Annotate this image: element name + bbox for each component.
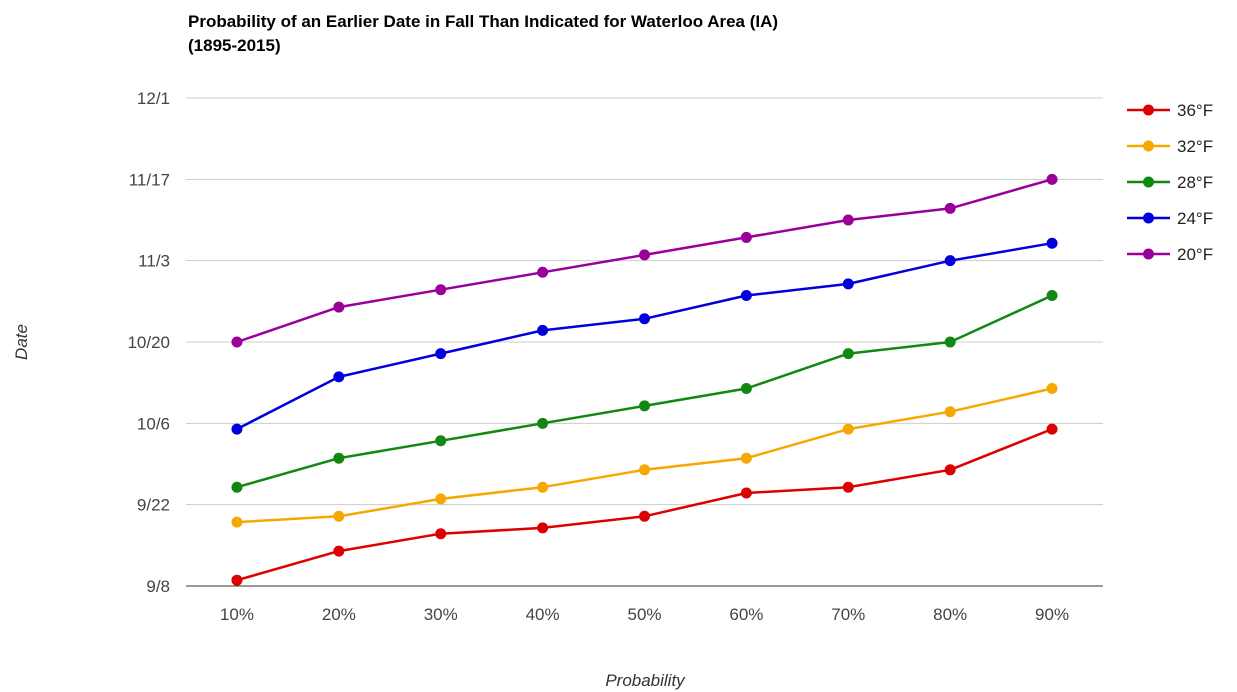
x-tick-label: 40% [526,605,560,624]
series-32F [231,382,1058,528]
legend-swatch-marker [1143,248,1154,260]
data-point-36F[interactable] [842,481,854,493]
legend-swatch-marker [1143,176,1154,188]
data-point-28F[interactable] [639,400,650,412]
x-tick-label: 50% [627,605,661,624]
data-point-36F[interactable] [333,545,345,557]
data-point-20F[interactable] [537,266,549,278]
data-point-24F[interactable] [435,348,447,360]
legend-swatch-marker [1143,212,1154,224]
data-point-20F[interactable] [639,249,650,261]
data-point-36F[interactable] [1046,423,1058,435]
x-axis-title: Probability [605,671,686,690]
data-point-28F[interactable] [740,382,752,394]
data-point-24F[interactable] [333,371,345,383]
x-tick-label: 10% [220,605,254,624]
x-axis-ticks: 10% 20% 30% 40% 50% 60% 70% 80% 90% [220,605,1069,624]
data-point-20F[interactable] [231,336,243,348]
data-point-32F[interactable] [740,452,752,464]
data-point-24F[interactable] [944,255,956,267]
data-point-24F[interactable] [537,324,549,336]
x-tick-label: 60% [729,605,763,624]
y-axis-title: Date [12,324,31,360]
series-24F [231,237,1058,435]
x-tick-label: 80% [933,605,967,624]
x-tick-label: 30% [424,605,458,624]
y-tick-label: 12/1 [137,89,170,108]
data-point-20F[interactable] [740,231,752,243]
legend-item-32F[interactable]: 32°F [1127,137,1213,156]
grid-lines [186,97,1103,587]
series-lines [231,173,1058,586]
legend-label: 20°F [1177,245,1213,264]
data-point-20F[interactable] [333,301,345,313]
y-tick-label: 9/22 [137,496,170,515]
series-20F [231,173,1058,348]
legend-label: 32°F [1177,137,1213,156]
data-point-20F[interactable] [842,214,854,226]
legend-swatch-marker [1143,104,1154,116]
data-point-36F[interactable] [639,510,650,522]
data-point-28F[interactable] [333,452,345,464]
data-point-24F[interactable] [639,313,650,325]
data-point-36F[interactable] [537,522,549,534]
x-tick-label: 90% [1035,605,1069,624]
y-tick-label: 11/3 [138,252,170,271]
data-point-28F[interactable] [1046,290,1058,302]
chart-title-line: Probability of an Earlier Date in Fall T… [188,12,779,31]
series-28F [231,290,1058,493]
legend[interactable]: 36°F 32°F 28°F 24°F 20°F [1127,101,1213,264]
data-point-32F[interactable] [537,481,549,493]
data-point-24F[interactable] [1046,237,1058,249]
legend-item-28F[interactable]: 28°F [1127,173,1213,192]
data-point-36F[interactable] [231,574,243,586]
chart-title: Probability of an Earlier Date in Fall T… [188,10,778,58]
data-point-28F[interactable] [231,481,243,493]
data-point-20F[interactable] [944,202,956,214]
y-axis-ticks: 9/8 9/22 10/6 10/20 11/3 11/17 12/1 [127,89,170,596]
data-point-24F[interactable] [231,423,243,435]
data-point-28F[interactable] [842,348,854,360]
data-point-32F[interactable] [944,406,956,418]
data-point-20F[interactable] [435,284,447,296]
data-point-36F[interactable] [435,528,447,540]
y-tick-label: 9/8 [146,577,170,596]
legend-swatch-marker [1143,140,1154,152]
data-point-32F[interactable] [333,510,345,522]
chart-subtitle: (1895-2015) [188,36,281,55]
y-tick-label: 10/6 [137,414,170,433]
legend-label: 28°F [1177,173,1213,192]
data-point-36F[interactable] [740,487,752,499]
y-tick-label: 11/17 [129,170,170,189]
data-point-20F[interactable] [1046,173,1058,185]
data-point-24F[interactable] [740,290,752,302]
legend-item-36F[interactable]: 36°F [1127,101,1213,120]
data-point-28F[interactable] [435,435,447,447]
data-point-32F[interactable] [842,423,854,435]
legend-item-24F[interactable]: 24°F [1127,209,1213,228]
legend-label: 36°F [1177,101,1213,120]
data-point-24F[interactable] [842,278,854,290]
data-point-28F[interactable] [537,417,549,429]
data-point-36F[interactable] [944,464,956,476]
data-point-28F[interactable] [944,336,956,348]
data-point-32F[interactable] [231,516,243,528]
series-36F [231,423,1058,586]
data-point-32F[interactable] [1046,382,1058,394]
legend-item-20F[interactable]: 20°F [1127,245,1213,264]
y-tick-label: 10/20 [127,333,170,352]
data-point-32F[interactable] [639,464,650,476]
legend-label: 24°F [1177,209,1213,228]
x-tick-label: 20% [322,605,356,624]
data-point-32F[interactable] [435,493,447,505]
x-tick-label: 70% [831,605,865,624]
